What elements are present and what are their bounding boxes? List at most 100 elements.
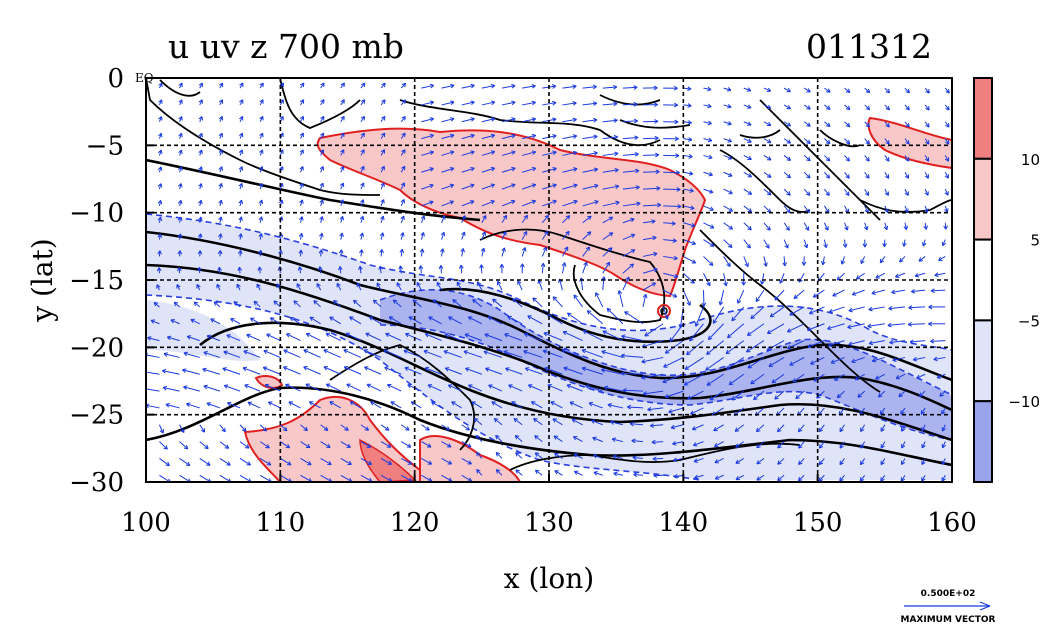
wind-vector-head: [157, 166, 163, 171]
wind-vector-head: [782, 262, 787, 267]
wind-vector-head: [345, 332, 350, 337]
wind-vector: [461, 167, 475, 173]
wind-vector-head: [246, 333, 251, 339]
wind-vector: [216, 284, 221, 291]
wind-vector-head: [707, 103, 712, 109]
wind-vector: [360, 166, 365, 173]
wind-vector: [501, 167, 516, 173]
wind-vector-head: [865, 122, 871, 128]
wind-vector: [663, 272, 679, 278]
wind-vector: [562, 200, 578, 207]
wind-vector-head: [651, 439, 656, 445]
wind-vector: [703, 138, 712, 142]
wind-vector-head: [847, 324, 852, 330]
vector-legend-caption: MAXIMUM VECTOR: [900, 615, 995, 625]
wind-vector: [436, 282, 442, 291]
wind-vector: [562, 102, 577, 106]
wind-vector: [774, 390, 785, 400]
wind-vector: [880, 458, 886, 465]
wind-vector-head: [709, 242, 715, 247]
wind-vector: [571, 418, 583, 426]
wind-vector: [340, 166, 345, 173]
wind-vector-head: [449, 183, 455, 189]
wind-vector-head: [899, 258, 904, 263]
wind-vector-head: [183, 444, 189, 450]
wind-vector: [763, 256, 767, 267]
wind-vector-head: [396, 282, 401, 287]
x-tick-label: 150: [793, 508, 843, 538]
wind-vector-head: [746, 331, 752, 336]
wind-vector: [340, 132, 345, 139]
wind-vector: [756, 458, 765, 465]
wind-vector: [179, 441, 189, 450]
wind-vector-head: [282, 426, 288, 432]
wind-vector-head: [359, 215, 365, 221]
wind-vector-head: [206, 402, 211, 407]
wind-vector: [743, 188, 752, 195]
wind-vector-head: [734, 427, 740, 432]
wind-vector-head: [376, 282, 381, 287]
wind-vector: [186, 335, 200, 342]
wind-vector-head: [605, 261, 611, 267]
wind-vector-head: [523, 349, 528, 355]
wind-vector: [300, 424, 308, 431]
wind-vector-head: [726, 365, 731, 370]
wind-vector-head: [257, 266, 263, 271]
wind-vector-head: [795, 394, 800, 400]
wind-vector: [400, 424, 410, 431]
wind-vector-head: [572, 100, 577, 106]
wind-vector-head: [785, 226, 790, 231]
wind-vector: [400, 165, 406, 173]
wind-vector-head: [825, 174, 831, 179]
wind-vector: [360, 149, 365, 156]
wind-vector-head: [806, 105, 811, 110]
wind-vector: [670, 424, 684, 429]
wind-vector-head: [554, 452, 559, 458]
wind-vector: [521, 167, 536, 173]
wind-vector-head: [714, 475, 720, 480]
wind-vector: [360, 132, 365, 139]
wind-vector: [743, 171, 752, 178]
wind-vector: [901, 441, 906, 449]
wind-vector-head: [684, 365, 690, 370]
wind-vector: [621, 372, 644, 375]
wind-vector-head: [653, 85, 658, 91]
wind-vector: [273, 300, 281, 308]
wind-vector: [559, 278, 563, 291]
wind-vector-head: [552, 100, 557, 106]
wind-vector: [798, 424, 805, 433]
wind-vector: [400, 182, 405, 190]
wind-vector: [793, 289, 805, 299]
wind-vector: [712, 306, 725, 324]
wind-vector: [602, 169, 619, 173]
wind-vector-head: [825, 122, 831, 128]
wind-vector-head: [359, 199, 365, 204]
wind-vector: [309, 401, 321, 409]
wind-vector-head: [825, 139, 831, 145]
wind-vector: [360, 441, 371, 448]
y-tick-label: −30: [69, 468, 124, 498]
wind-vector-head: [608, 216, 614, 221]
wind-vector-head: [438, 265, 444, 270]
wind-vector-head: [909, 339, 914, 345]
wind-vector: [179, 424, 185, 433]
wind-vector: [461, 215, 466, 223]
wind-vector: [884, 87, 890, 94]
wind-vector: [323, 366, 341, 375]
wind-vector-head: [925, 123, 930, 128]
wind-vector: [644, 323, 664, 337]
wind-vector-head: [163, 352, 168, 357]
wind-vector-head: [828, 308, 834, 314]
wind-vector: [158, 424, 164, 434]
wind-vector-head: [854, 375, 860, 381]
wind-vector-head: [523, 214, 528, 220]
wind-vector: [150, 319, 160, 325]
wind-vector: [387, 384, 402, 392]
wind-vector-head: [818, 444, 824, 449]
wind-vector-head: [766, 346, 772, 351]
wind-vector-head: [741, 281, 747, 286]
wind-vector-head: [708, 171, 713, 177]
wind-vector-head: [429, 133, 434, 139]
wind-vector-head: [339, 232, 344, 238]
wind-vector-head: [366, 443, 372, 448]
